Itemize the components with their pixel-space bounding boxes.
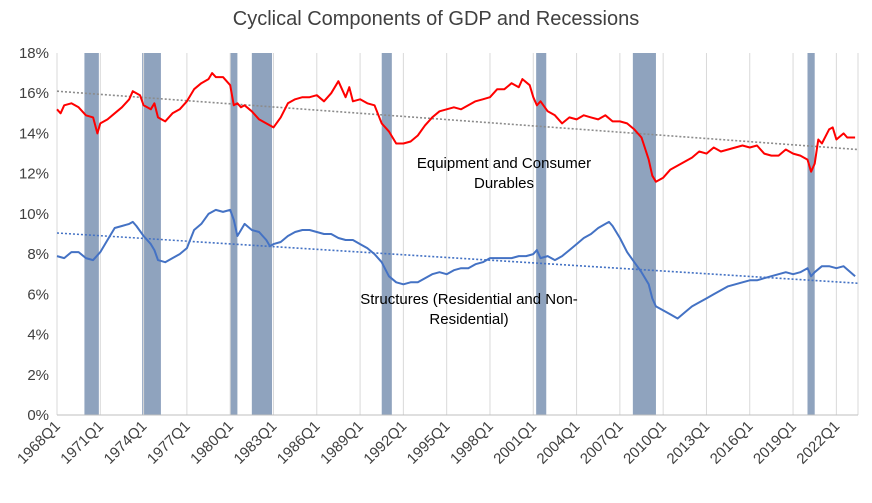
annotations: Equipment and Consumer Durables Structures… — [360, 155, 591, 328]
recession-band-4 — [381, 53, 392, 415]
y-axis-ticks: 0% 2% 4% 6% 8% 10% 12% 14% 16% 18% — [19, 45, 49, 424]
recession-band-5 — [536, 53, 547, 415]
series-lines — [56, 72, 856, 320]
series-line-0 — [56, 72, 856, 183]
y-tick-label: 16% — [19, 85, 49, 102]
x-tick-label: 2004Q1 — [534, 418, 584, 468]
y-tick-label: 8% — [27, 246, 49, 263]
x-tick-label: 1977Q1 — [144, 418, 194, 468]
recession-bands — [84, 53, 815, 415]
y-tick-label: 2% — [27, 367, 49, 384]
recession-band-2 — [230, 53, 238, 415]
chart-title: Cyclical Components of GDP and Recession… — [232, 8, 640, 30]
y-tick-label: 10% — [19, 206, 49, 223]
x-tick-label: 1995Q1 — [404, 418, 454, 468]
annotation-line: Structures (Residential and Non- — [360, 291, 578, 308]
y-tick-label: 12% — [19, 166, 49, 183]
trend-line-0 — [56, 90, 859, 151]
x-tick-label: 1992Q1 — [360, 418, 410, 468]
y-tick-label: 6% — [27, 286, 49, 303]
y-tick-label: 0% — [27, 407, 49, 424]
recession-band-7 — [807, 53, 815, 415]
x-tick-label: 2016Q1 — [707, 418, 757, 468]
x-tick-label: 1983Q1 — [231, 418, 281, 468]
x-tick-label: 2013Q1 — [664, 418, 714, 468]
y-tick-label: 18% — [19, 45, 49, 62]
x-tick-label: 2007Q1 — [577, 418, 627, 468]
x-axis-ticks: 1968Q11971Q11974Q11977Q11980Q11983Q11986… — [14, 418, 843, 468]
x-tick-label: 1968Q1 — [14, 418, 64, 468]
recession-band-1 — [142, 53, 161, 415]
x-tick-label: 1980Q1 — [187, 418, 237, 468]
annotation-line: Residential) — [429, 311, 508, 328]
x-tick-label: 1971Q1 — [57, 418, 107, 468]
annotation-line: Equipment and Consumer — [417, 155, 591, 172]
x-tick-label: 2019Q1 — [750, 418, 800, 468]
x-tick-label: 1986Q1 — [274, 418, 324, 468]
x-tick-label: 1998Q1 — [447, 418, 497, 468]
x-tick-label: 2001Q1 — [490, 418, 540, 468]
x-tick-label: 1974Q1 — [101, 418, 151, 468]
recession-band-0 — [84, 53, 99, 415]
series-line-1 — [56, 208, 856, 320]
x-tick-label: 2010Q1 — [620, 418, 670, 468]
recession-band-6 — [632, 53, 656, 415]
x-tick-label: 1989Q1 — [317, 418, 367, 468]
grid-lines — [56, 53, 859, 416]
trend-line-1 — [56, 232, 859, 285]
y-tick-label: 4% — [27, 327, 49, 344]
x-tick-label: 2022Q1 — [793, 418, 843, 468]
y-tick-label: 14% — [19, 125, 49, 142]
annotation-line: Durables — [474, 175, 534, 192]
